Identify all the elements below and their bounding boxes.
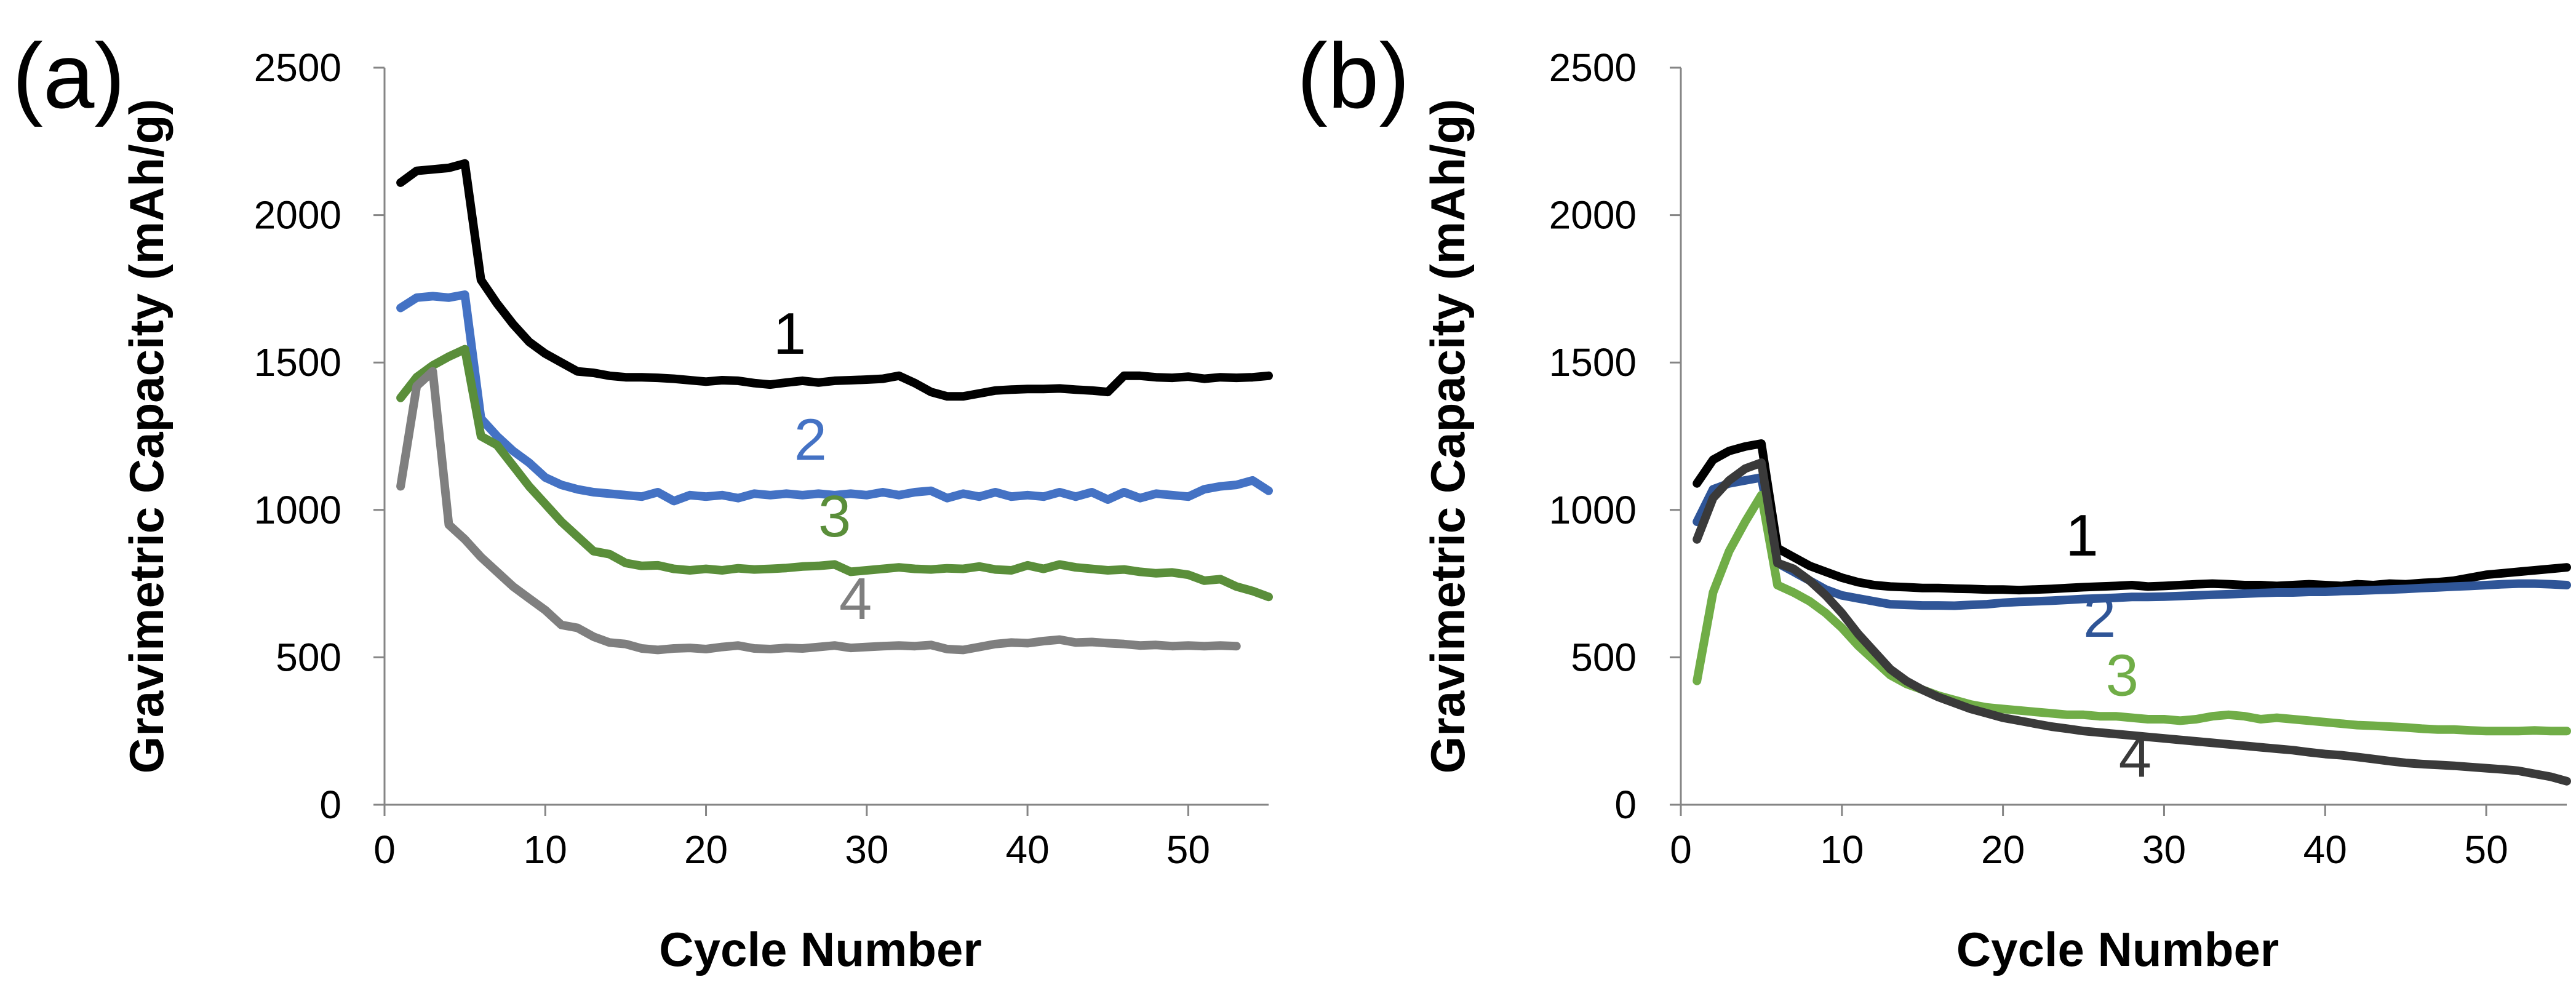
x-axis-title: Cycle Number [1956,922,2279,976]
y-tick-label: 1500 [1549,340,1637,385]
series-label-2: 2 [2083,584,2116,650]
x-tick-label: 10 [1820,827,1864,872]
series-line-1 [1693,439,2571,595]
panel-label: (a) [12,24,125,127]
x-tick-label: 0 [1670,827,1692,872]
x-tick-label: 20 [1981,827,2025,872]
y-axis-title: Gravimetric Capacity (mAh/g) [119,99,173,774]
x-tick-label: 0 [373,827,396,872]
series-label-3: 3 [818,484,851,549]
series-line-4 [396,367,1241,655]
x-tick-label: 50 [1166,827,1210,872]
panel-b: (b) 0 500 1000 1500 2000 2500 0 10 20 30 40 50 Cycle … [1297,24,2571,976]
x-tick-label: 10 [524,827,567,872]
x-axis-title: Cycle Number [659,922,982,976]
x-tick-label: 40 [1005,827,1049,872]
y-tick-label: 1000 [1549,488,1637,532]
series-line-2 [396,290,1273,506]
series-line-3 [396,345,1273,602]
x-tick-label: 30 [845,827,888,872]
x-tick-label: 20 [684,827,728,872]
series-line-3 [1693,490,2571,736]
y-tick-label: 500 [1571,635,1637,679]
series-label-3: 3 [2106,643,2139,709]
panel-a: (a) 0 500 1000 1500 2000 2500 0 10 20 30 40 50 Cycle … [12,24,1273,976]
series-label-4: 4 [839,566,872,632]
y-tick-label: 1500 [254,340,341,385]
y-tick-label: 2000 [254,193,341,237]
panel-label: (b) [1297,24,1410,127]
y-tick-label: 500 [276,635,341,679]
y-tick-label: 2500 [1549,46,1637,90]
y-tick-label: 0 [319,783,341,827]
series-label-1: 1 [2065,503,2098,568]
y-tick-label: 0 [1614,783,1637,827]
series-line-4 [1693,458,2571,786]
y-tick-label: 1000 [254,488,341,532]
series-label-4: 4 [2119,724,2151,789]
series-label-2: 2 [794,407,827,473]
series-label-1: 1 [773,301,806,367]
y-tick-label: 2500 [254,46,341,90]
x-tick-label: 50 [2464,827,2508,872]
x-tick-label: 40 [2303,827,2347,872]
y-tick-label: 2000 [1549,193,1637,237]
x-tick-label: 30 [2142,827,2186,872]
series-line-1 [396,159,1273,401]
y-axis-title: Gravimetric Capacity (mAh/g) [1421,99,1475,774]
series-line-2 [1693,473,2571,610]
